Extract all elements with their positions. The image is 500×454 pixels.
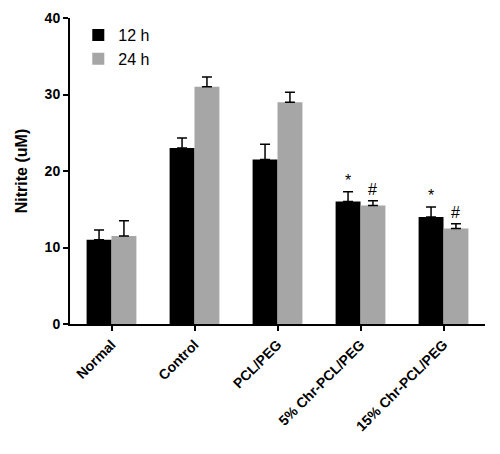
svg-text:Normal: Normal (73, 337, 118, 382)
svg-text:0: 0 (52, 316, 60, 332)
svg-text:*: * (428, 187, 434, 204)
svg-text:15% Chr-PCL/PEG: 15% Chr-PCL/PEG (353, 336, 451, 434)
svg-text:24 h: 24 h (118, 51, 149, 68)
svg-text:40: 40 (45, 10, 61, 26)
svg-text:Control: Control (155, 337, 202, 384)
svg-text:20: 20 (45, 163, 61, 179)
svg-text:Nitrite (uM): Nitrite (uM) (13, 129, 30, 213)
svg-text:#: # (451, 204, 460, 221)
svg-text:*: * (345, 172, 351, 189)
svg-text:10: 10 (45, 239, 61, 255)
svg-text:5% Chr-PCL/PEG: 5% Chr-PCL/PEG (275, 336, 367, 428)
svg-text:12 h: 12 h (118, 27, 149, 44)
svg-text:30: 30 (45, 86, 61, 102)
svg-text:#: # (368, 181, 377, 198)
svg-text:PCL/PEG: PCL/PEG (230, 336, 285, 391)
